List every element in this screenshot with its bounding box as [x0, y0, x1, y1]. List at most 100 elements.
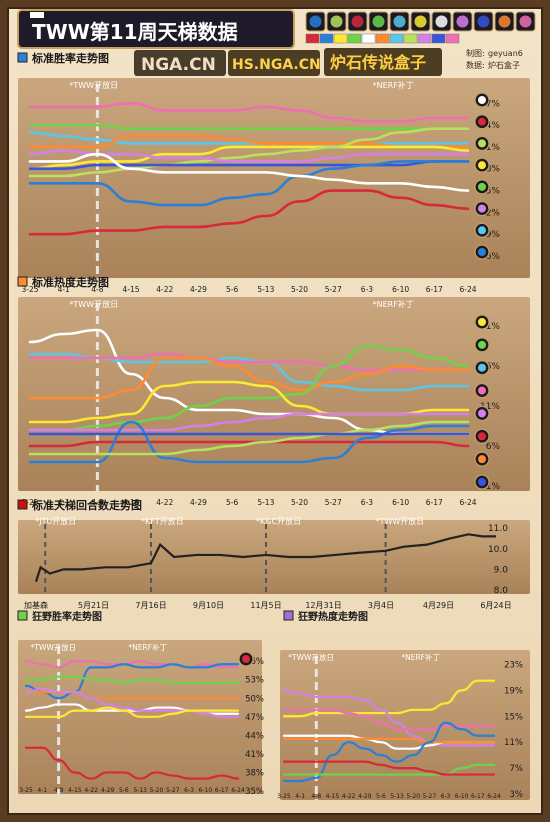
x-tick-label: 3-25	[21, 498, 38, 507]
y-tick-label: 56%	[245, 657, 264, 667]
x-tick-label: 6-17	[471, 793, 485, 800]
y-tick-label: 47%	[245, 713, 264, 723]
annotation-label: *TWW开放日	[31, 642, 77, 652]
annotation-label: *K&C开放日	[256, 516, 301, 526]
druid-icon-glyph	[242, 655, 250, 663]
chart-title: 标准胜率走势图	[31, 51, 109, 65]
x-tick-label: 6-17	[215, 787, 229, 794]
series-line	[282, 737, 496, 744]
x-tick-label: 4-29	[190, 498, 207, 507]
x-tick-label: 12月31日	[305, 601, 341, 610]
y-tick-label: 9.0	[494, 565, 509, 575]
legend-color-swatch	[389, 33, 404, 44]
y-tick-label: 10.0	[488, 545, 508, 555]
x-tick-label: 5-20	[406, 793, 420, 800]
hunter-icon-glyph	[478, 182, 486, 191]
x-tick-label: 6月24日	[480, 601, 511, 610]
y-tick-label: 8.0	[494, 586, 509, 596]
x-tick-label: 4-15	[68, 787, 82, 794]
chart-std-winrate: 标准胜率走势图 36% 39% 42% 45% 48% 51% 54% 57% 3-25 4-1 4-…	[17, 51, 530, 294]
annotation-label: *NERF补丁	[128, 642, 167, 652]
x-tick-label: 4-15	[123, 498, 140, 507]
x-tick-label: 5-27	[325, 285, 342, 294]
legend-color-swatch	[305, 33, 320, 44]
header: TWW第11周天梯数据 NGA.CN HS.NGA.CN 炉石传说盒子 制图: …	[17, 9, 536, 76]
series-line	[282, 679, 496, 718]
shaman-icon-glyph	[477, 15, 490, 28]
y-tick-label: 44%	[245, 731, 264, 741]
x-tick-label: 5-6	[226, 285, 238, 294]
hs-box-logo: 炉石传说盒子	[324, 48, 442, 76]
series-line	[28, 344, 470, 432]
x-tick-label: 4月29日	[423, 601, 454, 610]
x-tick-label: 6-3	[361, 285, 373, 294]
x-tick-label: 5-27	[423, 793, 437, 800]
x-tick-label: 5-13	[390, 793, 404, 800]
y-tick-label: 16%	[480, 362, 500, 372]
x-tick-label: 5-13	[133, 787, 147, 794]
series-line	[28, 420, 470, 464]
annotation-label: *TWW开放日	[376, 516, 425, 526]
x-tick-label: 4-8	[311, 793, 321, 800]
legend-color-swatch	[375, 33, 390, 44]
annotation-label: *TWW开放日	[69, 80, 118, 90]
credit-author-label: 制图:	[466, 48, 485, 58]
chart-title-marker	[17, 610, 28, 621]
chart-title-marker	[17, 276, 28, 287]
series-line	[24, 746, 240, 780]
x-tick-label: 加基森	[24, 600, 48, 610]
y-tick-label: 21%	[480, 322, 500, 332]
y-tick-label: 38%	[245, 768, 264, 778]
x-tick-label: 9月10日	[193, 601, 224, 610]
y-tick-label: 57%	[480, 99, 500, 109]
hunter-icon-glyph	[372, 15, 385, 28]
x-tick-label: 5-13	[257, 498, 274, 507]
series-line	[24, 706, 240, 718]
warlock-icon-glyph	[478, 455, 486, 464]
chart-std-rounds: 标准天梯回合数走势图 8.0 9.0 10.0 11.0 加基森 5月21日 7月16日 9月1…	[17, 498, 530, 610]
chart-title: 狂野胜率走势图	[32, 610, 102, 623]
chart-wild-winrate: 狂野胜率走势图 35% 38% 41% 44% 47% 50% 53% 56% 3-25 4-1 4-…	[17, 610, 264, 797]
mage-icon-glyph	[478, 363, 486, 372]
x-tick-label: 6-17	[426, 285, 443, 294]
chart-title-marker	[283, 610, 294, 621]
x-tick-label: 4-1	[58, 285, 70, 294]
annotation-label: *NERF补丁	[373, 80, 414, 90]
x-tick-label: 3-25	[19, 787, 33, 794]
druid-icon-glyph	[351, 15, 364, 28]
legend-color-swatch	[319, 33, 334, 44]
x-tick-label: 5月21日	[78, 601, 109, 610]
x-tick-label: 4-8	[91, 498, 103, 507]
series-line	[24, 663, 240, 700]
x-tick-label: 6-3	[361, 498, 373, 507]
series-line	[24, 687, 240, 718]
y-tick-label: 7%	[510, 764, 524, 774]
rogue-icon-glyph	[478, 204, 486, 213]
nga-logo: NGA.CN	[134, 50, 226, 76]
hs-nga-logo: HS.NGA.CN	[228, 50, 321, 76]
x-tick-label: 4-22	[156, 498, 173, 507]
x-tick-label: 6-3	[441, 793, 451, 800]
x-tick-label: 5-20	[150, 787, 164, 794]
y-tick-label: 11%	[480, 402, 500, 412]
credit-data: 炉石盒子	[488, 60, 520, 70]
demon-hunter-icon-glyph	[330, 15, 343, 28]
chart-std-popularity: 标准热度走势图 1% 6% 11% 16% 21% 3-25 4-1 4-8 4-15 4-22 4-…	[17, 275, 530, 507]
x-tick-label: 5-27	[166, 787, 180, 794]
legend-color-swatch	[431, 33, 446, 44]
y-tick-label: 11%	[504, 738, 523, 748]
x-tick-label: 5-13	[257, 285, 274, 294]
mage-icon-glyph	[478, 226, 486, 235]
annotation-label: *JTU开放日	[35, 516, 76, 526]
x-tick-label: 3月4日	[368, 601, 394, 610]
y-tick-label: 23%	[504, 660, 523, 670]
series-line	[28, 123, 470, 131]
series-line	[282, 708, 496, 731]
chart-panel	[18, 520, 530, 594]
series-line	[282, 721, 496, 783]
x-tick-label: 6-24	[487, 793, 501, 800]
y-tick-label: 42%	[480, 208, 500, 218]
series-line	[24, 660, 240, 669]
y-tick-label: 50%	[245, 694, 264, 704]
